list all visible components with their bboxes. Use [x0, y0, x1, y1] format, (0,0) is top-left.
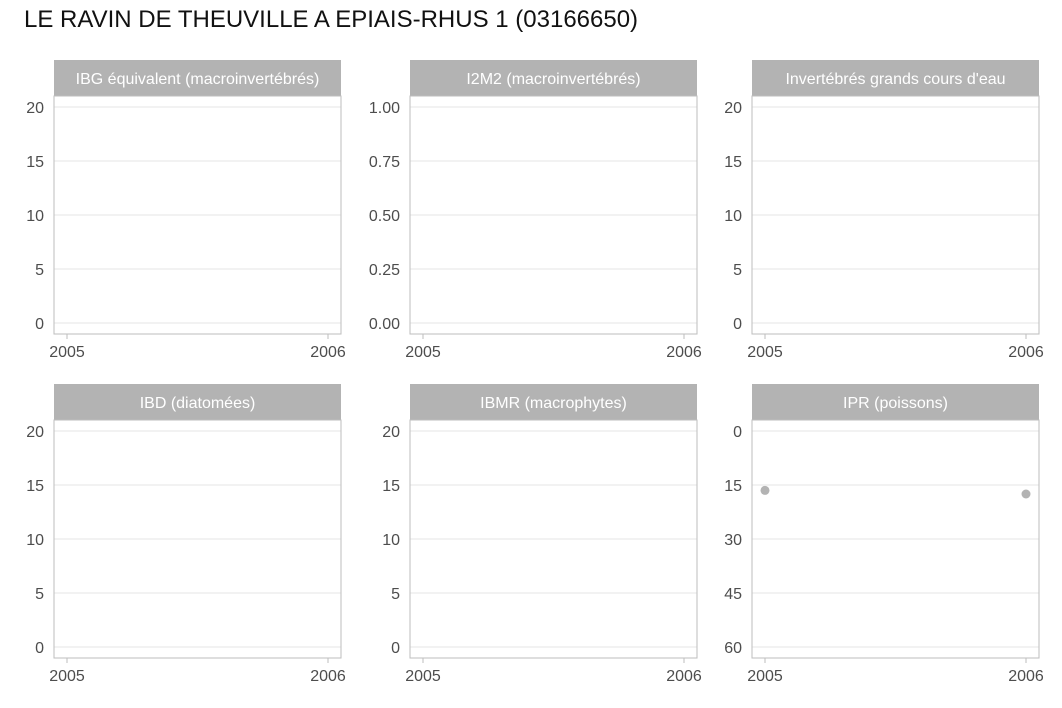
y-tick-label: 20	[382, 424, 400, 441]
panel-border	[409, 419, 698, 659]
facet-title: IPR (poissons)	[843, 395, 948, 412]
y-tick-label: 10	[724, 208, 742, 225]
x-tick-label: 2006	[310, 668, 346, 685]
y-tick-label: 30	[724, 532, 742, 549]
x-tick-label: 2005	[49, 344, 85, 361]
x-tick-label: 2005	[747, 668, 783, 685]
x-tick-label: 2006	[666, 344, 702, 361]
y-tick-label: 15	[724, 154, 742, 171]
y-tick-label: 0	[733, 316, 742, 333]
facet-title: IBD (diatomées)	[140, 395, 256, 412]
y-tick-label: 0.25	[369, 262, 400, 279]
panel-border	[53, 95, 342, 335]
y-tick-label: 10	[26, 208, 44, 225]
y-tick-label: 0	[391, 640, 400, 657]
x-tick-label: 2006	[1008, 668, 1044, 685]
x-tick-label: 2005	[405, 668, 441, 685]
y-tick-label: 15	[382, 478, 400, 495]
panel-border	[409, 95, 698, 335]
facet-strip	[752, 60, 1039, 96]
facet-strip	[410, 384, 697, 420]
y-tick-label: 0.75	[369, 154, 400, 171]
y-tick-label: 5	[733, 262, 742, 279]
y-tick-label: 0	[35, 640, 44, 657]
x-tick-label: 2005	[405, 344, 441, 361]
x-tick-label: 2006	[310, 344, 346, 361]
panel-border	[751, 419, 1040, 659]
y-tick-label: 15	[724, 478, 742, 495]
y-tick-label: 20	[26, 424, 44, 441]
facet-title: I2M2 (macroinvertébrés)	[466, 71, 640, 88]
y-tick-label: 5	[391, 586, 400, 603]
panel-border	[53, 419, 342, 659]
y-tick-label: 20	[724, 100, 742, 117]
y-tick-label: 10	[26, 532, 44, 549]
x-tick-label: 2005	[747, 344, 783, 361]
y-tick-label: 45	[724, 586, 742, 603]
y-tick-label: 5	[35, 586, 44, 603]
y-tick-label: 0	[733, 424, 742, 441]
facet-strip	[752, 384, 1039, 420]
y-tick-label: 15	[26, 478, 44, 495]
y-tick-label: 15	[26, 154, 44, 171]
y-tick-label: 1.00	[369, 100, 400, 117]
y-tick-label: 5	[35, 262, 44, 279]
panel-border	[751, 95, 1040, 335]
data-point	[1021, 489, 1031, 499]
page-title: LE RAVIN DE THEUVILLE A EPIAIS-RHUS 1 (0…	[24, 6, 639, 33]
y-tick-label: 20	[26, 100, 44, 117]
facet-strip	[410, 60, 697, 96]
data-point	[760, 485, 770, 495]
facet-strip	[54, 384, 341, 420]
facet-title: IBG équivalent (macroinvertébrés)	[76, 71, 320, 88]
y-tick-label: 0.50	[369, 208, 400, 225]
y-tick-label: 60	[724, 640, 742, 657]
y-tick-label: 0	[35, 316, 44, 333]
x-tick-label: 2006	[666, 668, 702, 685]
facet-strip	[54, 60, 341, 96]
x-tick-label: 2006	[1008, 344, 1044, 361]
y-tick-label: 10	[382, 532, 400, 549]
facet-title: Invertébrés grands cours d'eau	[785, 71, 1005, 88]
facet-title: IBMR (macrophytes)	[480, 395, 627, 412]
x-tick-label: 2005	[49, 668, 85, 685]
y-tick-label: 0.00	[369, 316, 400, 333]
